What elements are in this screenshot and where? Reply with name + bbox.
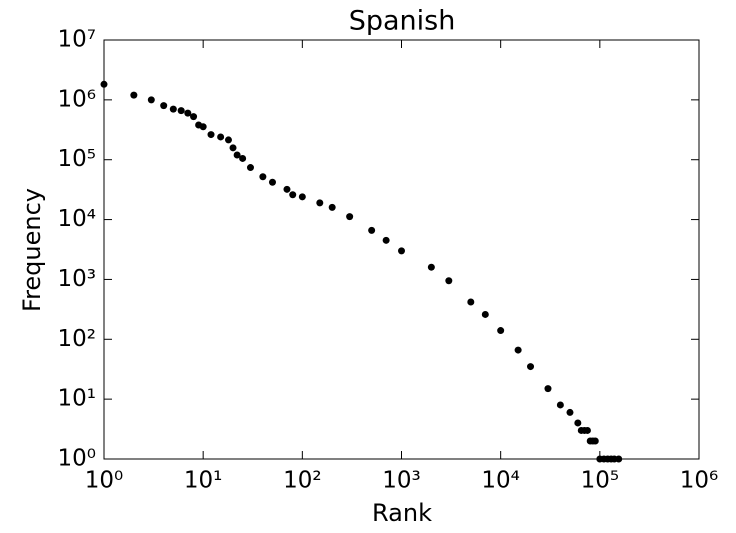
point	[615, 455, 623, 463]
point	[574, 419, 582, 427]
point	[100, 80, 108, 88]
x-tick-label: 10¹	[184, 468, 223, 494]
point	[199, 123, 207, 131]
y-tick-label: 10²	[58, 326, 97, 352]
point	[233, 151, 241, 159]
point	[467, 298, 475, 306]
point	[207, 131, 215, 139]
point	[527, 363, 535, 371]
point	[177, 107, 185, 115]
point	[398, 247, 405, 255]
y-tick-label: 10⁵	[58, 146, 97, 172]
point	[224, 136, 232, 144]
point	[382, 236, 390, 244]
point	[160, 102, 168, 110]
point	[283, 185, 291, 193]
x-tick-label: 10⁶	[680, 468, 719, 494]
point	[184, 109, 192, 117]
point	[147, 96, 155, 104]
point	[239, 154, 247, 162]
y-tick-label: 10³	[58, 266, 97, 292]
y-tick-label: 10⁰	[58, 446, 97, 472]
point	[591, 437, 599, 445]
chart-title: Spanish	[349, 6, 456, 37]
y-tick-label: 10⁷	[58, 27, 97, 53]
point	[298, 193, 306, 201]
point	[556, 401, 564, 409]
point	[130, 91, 138, 99]
point	[346, 213, 354, 221]
point	[481, 310, 489, 318]
point	[368, 226, 376, 234]
x-axis-label: Rank	[372, 499, 432, 527]
point	[217, 133, 225, 141]
x-tick-label: 10⁵	[581, 468, 620, 494]
point	[246, 164, 254, 172]
x-tick-label: 10²	[283, 468, 322, 494]
point	[544, 385, 552, 393]
point	[190, 113, 198, 121]
point	[169, 105, 177, 113]
point	[566, 408, 574, 416]
x-tick-label: 10⁴	[481, 468, 520, 494]
y-axis-label: Frequency	[18, 188, 46, 312]
point	[268, 178, 276, 186]
point	[583, 426, 591, 434]
x-tick-label: 10³	[382, 468, 421, 494]
point	[289, 191, 297, 199]
y-tick-label: 10¹	[58, 386, 97, 412]
point	[427, 263, 435, 271]
point	[259, 173, 267, 181]
x-tick-label: 10⁰	[85, 468, 124, 494]
y-tick-label: 10⁴	[58, 206, 97, 232]
point	[328, 203, 336, 211]
y-tick-label: 10⁶	[58, 86, 97, 112]
point	[514, 346, 522, 354]
point	[316, 199, 324, 207]
point	[229, 144, 237, 152]
point	[445, 277, 453, 285]
point	[497, 327, 505, 335]
